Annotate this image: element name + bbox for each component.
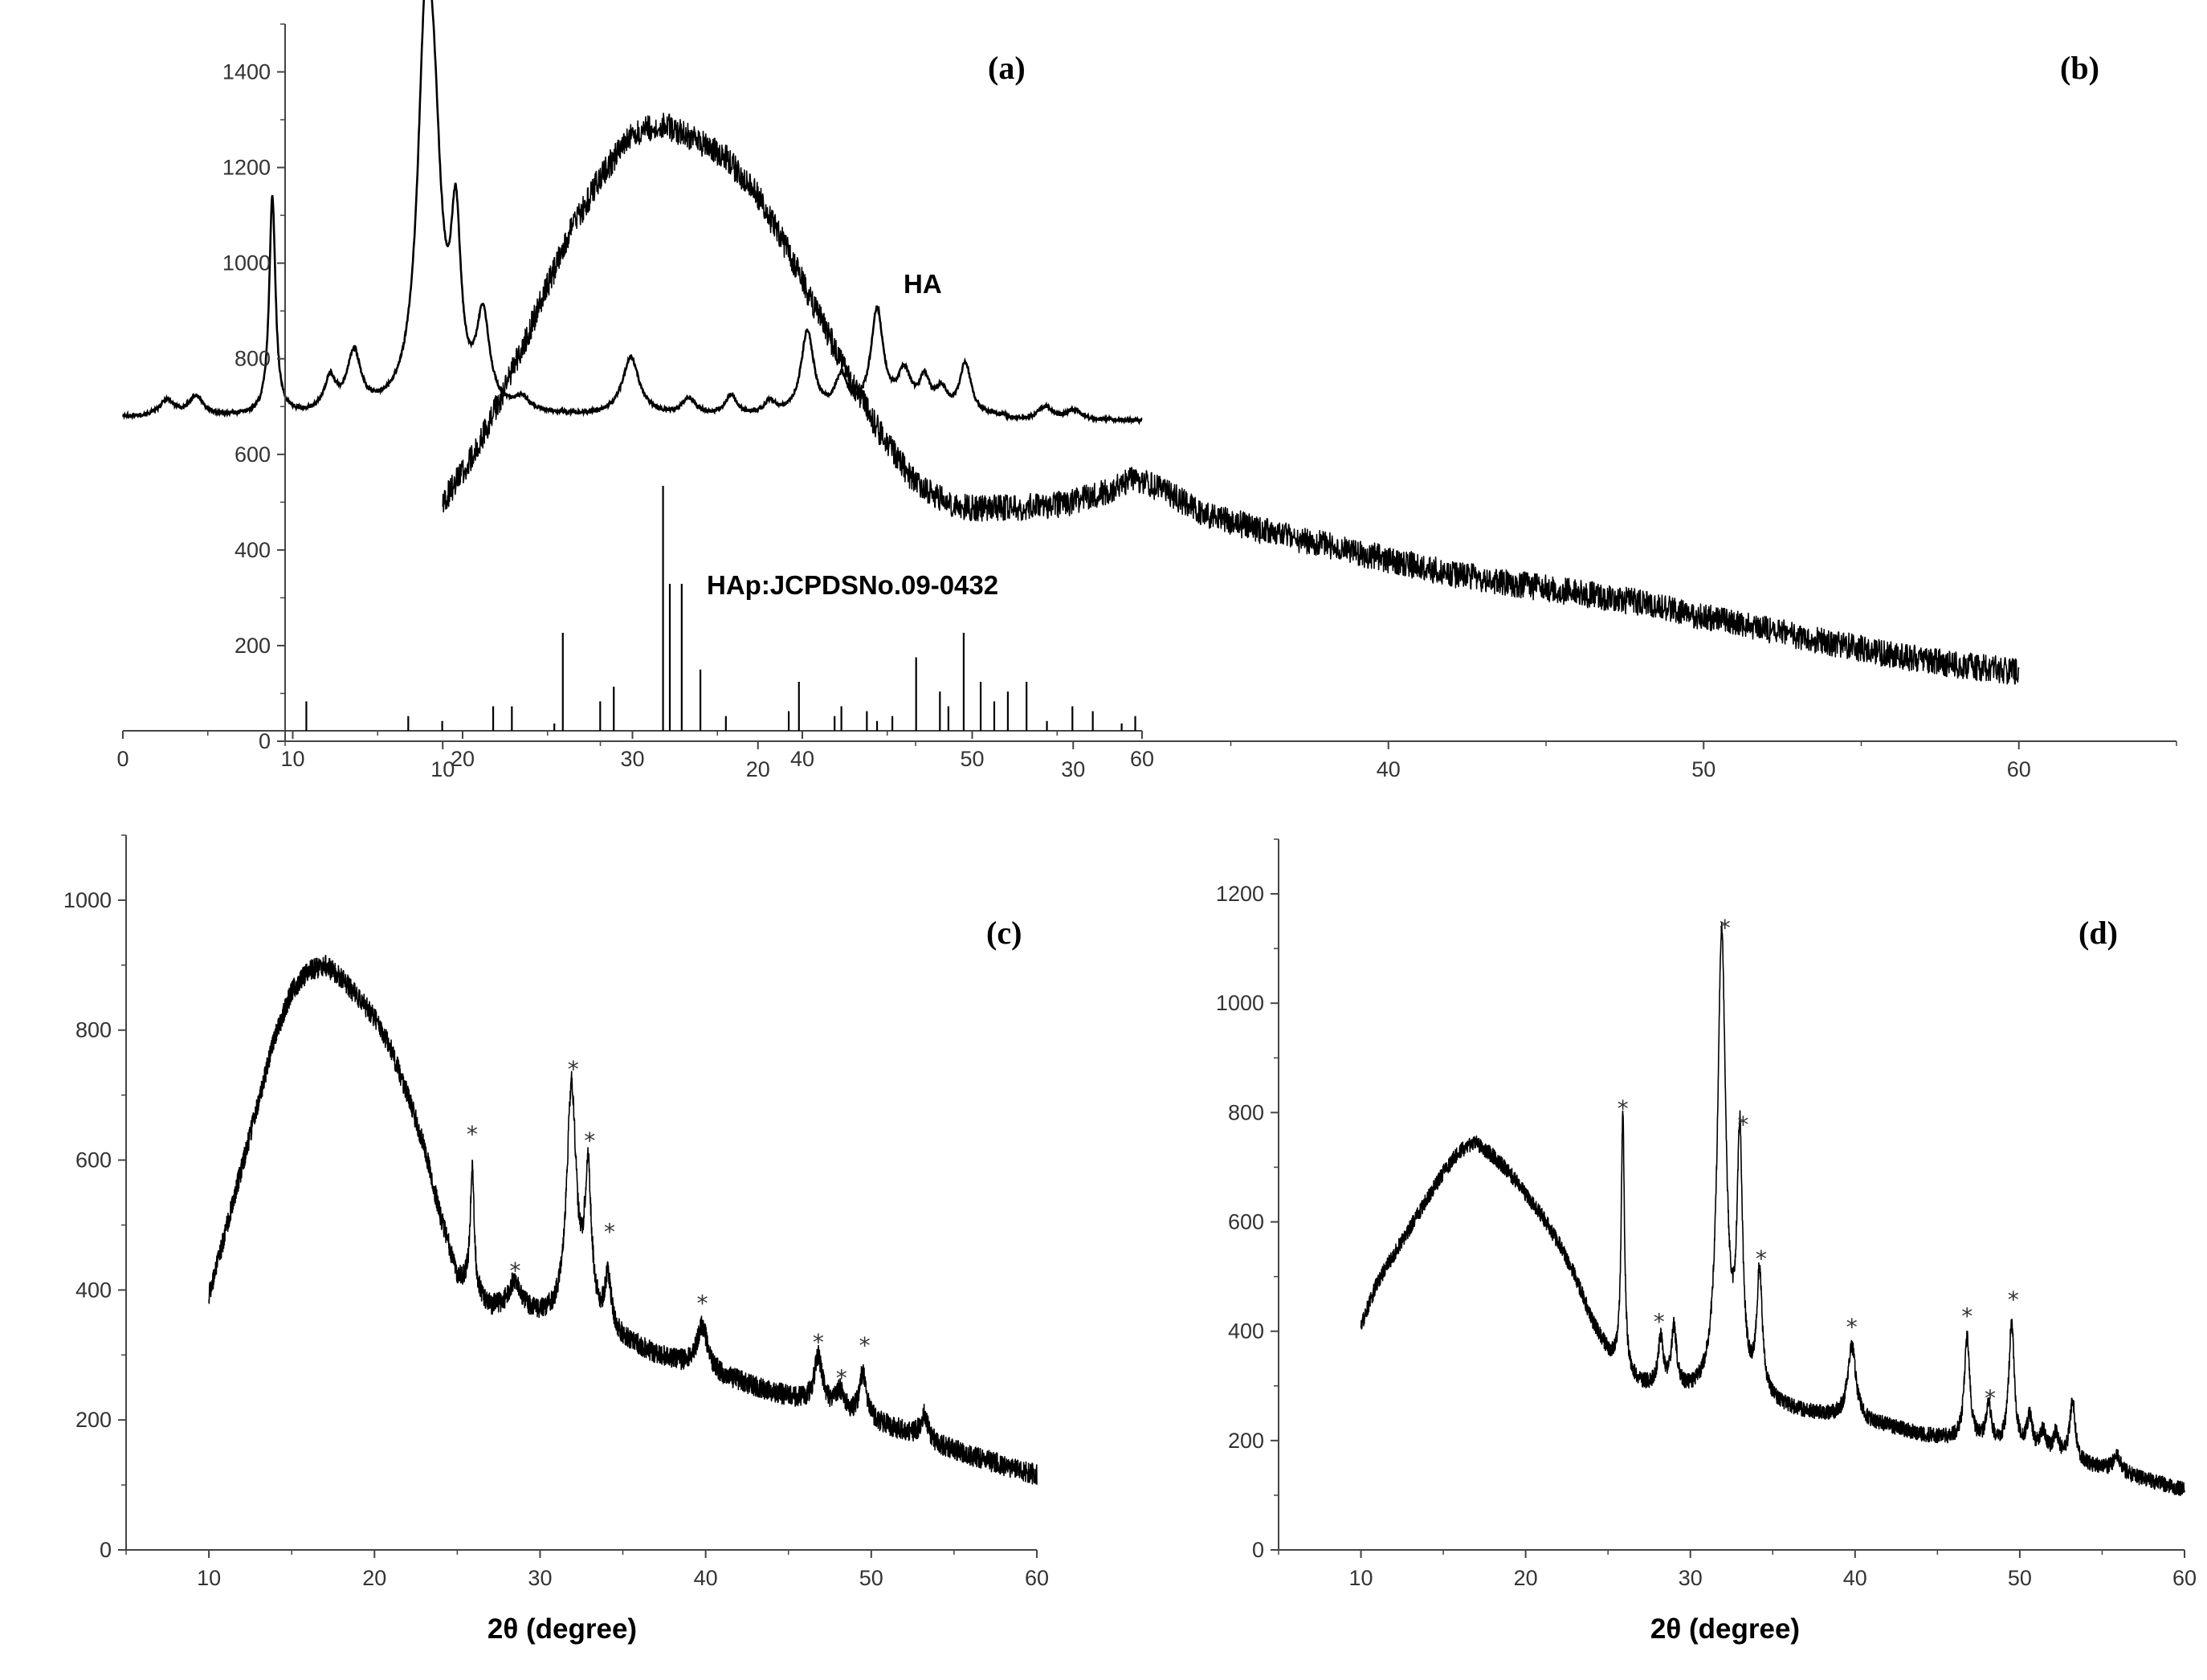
x-tick-label: 60 — [1130, 747, 1154, 771]
panel-a: 0 10 20 30 40 50 60 HA HAp:JCPDSNo.09-0432 (a) — [116, 0, 1154, 771]
y-tick-label: 0 — [1252, 1538, 1264, 1562]
y-tick-label: 1000 — [63, 888, 112, 912]
x-axis-title: 2θ (degree) — [487, 1613, 637, 1645]
peak-marker-star: * — [836, 1365, 847, 1392]
peak-marker-star: * — [1618, 1095, 1629, 1122]
x-tick-label: 30 — [1061, 757, 1085, 781]
y-tick-label: 1000 — [222, 251, 271, 275]
y-tick-label: 0 — [259, 729, 271, 753]
series-line-d — [1360, 922, 2185, 1497]
y-tick-label: 400 — [1228, 1319, 1264, 1344]
x-tick-label: 50 — [859, 1566, 883, 1590]
panel-label-d: (d) — [2078, 915, 2118, 951]
x-tick-label: 10 — [430, 757, 455, 781]
panel-c: 10 20 30 40 50 6002004006008001000*********2θ… — [63, 834, 1049, 1645]
x-tick-label: 40 — [1377, 757, 1401, 781]
peak-marker-star: * — [813, 1329, 824, 1356]
x-tick-label: 10 — [1349, 1566, 1373, 1590]
x-tick-label: 40 — [694, 1566, 718, 1590]
peak-marker-star: * — [510, 1258, 521, 1284]
x-tick-label: 50 — [2008, 1566, 2032, 1590]
x-tick-label: 0 — [116, 747, 129, 771]
y-tick-label: 200 — [235, 634, 271, 658]
y-tick-label: 1000 — [1216, 991, 1264, 1015]
y-tick-label: 200 — [75, 1408, 112, 1432]
y-tick-label: 600 — [1228, 1210, 1264, 1234]
panel-label-b: (b) — [2060, 50, 2099, 86]
x-tick-label: 60 — [1025, 1566, 1049, 1590]
peak-marker-star: * — [1737, 1111, 1748, 1138]
y-tick-label: 0 — [100, 1538, 112, 1562]
peak-marker-star: * — [568, 1056, 579, 1083]
peak-marker-star: * — [1846, 1314, 1858, 1340]
peak-marker-star: * — [1985, 1385, 1996, 1412]
y-tick-label: 1200 — [1216, 882, 1264, 906]
x-tick-label: 10 — [197, 1566, 221, 1590]
peak-marker-star: * — [467, 1121, 478, 1148]
y-tick-label: 400 — [235, 538, 271, 562]
x-tick-label: 20 — [451, 747, 475, 771]
y-tick-label: 800 — [75, 1018, 112, 1042]
y-tick-label: 800 — [1228, 1100, 1264, 1124]
y-tick-label: 400 — [75, 1278, 112, 1302]
panel-label-a: (a) — [988, 50, 1026, 86]
series-line-HA — [121, 0, 1143, 426]
x-tick-label: 20 — [362, 1566, 386, 1590]
series-line-c — [208, 954, 1038, 1485]
peak-marker-star: * — [604, 1218, 615, 1245]
x-axis-title: 2θ (degree) — [1650, 1613, 1800, 1645]
x-tick-label: 30 — [1679, 1566, 1703, 1590]
y-tick-label: 1400 — [222, 60, 271, 84]
x-tick-label: 60 — [2172, 1566, 2197, 1590]
y-tick-label: 600 — [235, 442, 271, 467]
peak-marker-star: * — [1654, 1308, 1665, 1335]
x-tick-label: 30 — [528, 1566, 552, 1590]
series-label-HA: HA — [904, 269, 942, 299]
x-tick-label: 40 — [1843, 1566, 1867, 1590]
x-tick-label: 60 — [2007, 757, 2031, 781]
y-tick-label: 600 — [75, 1148, 112, 1172]
x-tick-label: 20 — [746, 757, 770, 781]
peak-marker-star: * — [1961, 1303, 1972, 1329]
peak-marker-star: * — [859, 1332, 871, 1359]
peak-marker-star: * — [1720, 915, 1731, 941]
x-tick-label: 50 — [1691, 757, 1715, 781]
x-tick-label: 40 — [790, 747, 814, 771]
y-tick-label: 200 — [1228, 1429, 1264, 1453]
y-tick-label: 800 — [235, 347, 271, 371]
x-tick-label: 30 — [620, 747, 644, 771]
x-tick-label: 50 — [960, 747, 984, 771]
x-tick-label: 10 — [280, 747, 304, 771]
peak-marker-star: * — [584, 1127, 595, 1154]
peak-marker-star: * — [697, 1290, 708, 1316]
panel-label-c: (c) — [986, 915, 1022, 951]
peak-marker-star: * — [2008, 1287, 2019, 1313]
y-tick-label: 1200 — [222, 156, 271, 180]
x-tick-label: 20 — [1514, 1566, 1538, 1590]
series-line-b — [442, 112, 2020, 685]
series-label-reference: HAp:JCPDSNo.09-0432 — [707, 570, 998, 600]
peak-marker-star: * — [1756, 1246, 1767, 1272]
